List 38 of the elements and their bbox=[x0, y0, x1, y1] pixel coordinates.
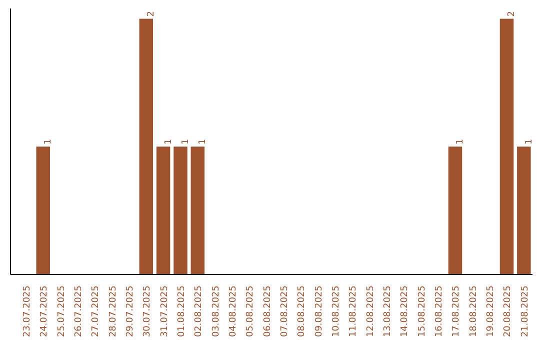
data-label: 1 bbox=[198, 138, 208, 145]
x-tick-label: 09.08.2025 bbox=[314, 286, 324, 338]
x-tick-label: 07.08.2025 bbox=[280, 286, 290, 338]
x-tick-label: 04.08.2025 bbox=[228, 286, 239, 338]
data-label: 1 bbox=[180, 138, 191, 145]
x-tick-label: 25.07.2025 bbox=[56, 286, 67, 338]
x-tick-label: 05.08.2025 bbox=[246, 286, 256, 338]
x-tick-label: 17.08.2025 bbox=[452, 286, 462, 338]
x-tick-label: 28.07.2025 bbox=[108, 286, 118, 338]
x-tick-label: 18.08.2025 bbox=[468, 286, 479, 338]
data-label: 2 bbox=[507, 10, 518, 17]
x-tick-label: 27.07.2025 bbox=[91, 286, 102, 338]
x-tick-label: 19.08.2025 bbox=[486, 286, 496, 338]
data-label: 1 bbox=[456, 138, 466, 145]
x-tick-label: 23.07.2025 bbox=[22, 286, 32, 338]
x-tick-label: 08.08.2025 bbox=[297, 286, 308, 338]
data-label: 2 bbox=[146, 10, 157, 17]
x-tick-label: 26.07.2025 bbox=[74, 286, 84, 338]
x-tick-label: 31.07.2025 bbox=[160, 286, 170, 338]
data-label: 1 bbox=[44, 138, 54, 145]
x-tick-label: 30.07.2025 bbox=[142, 286, 153, 338]
x-tick-label: 14.08.2025 bbox=[400, 286, 410, 338]
data-label: 1 bbox=[164, 138, 174, 145]
x-tick-label: 24.07.2025 bbox=[40, 286, 50, 338]
x-tick-label: 02.08.2025 bbox=[194, 286, 204, 338]
x-tick-label: 13.08.2025 bbox=[383, 286, 394, 338]
x-tick-label: 10.08.2025 bbox=[332, 286, 342, 338]
x-tick-label: 20.08.2025 bbox=[503, 286, 514, 338]
data-label: 1 bbox=[524, 138, 534, 145]
x-tick-label: 01.08.2025 bbox=[176, 286, 187, 338]
x-tick-label: 03.08.2025 bbox=[211, 286, 222, 338]
x-tick-label: 29.07.2025 bbox=[125, 286, 136, 338]
x-tick-label: 16.08.2025 bbox=[434, 286, 445, 338]
x-tick-label: 15.08.2025 bbox=[417, 286, 428, 338]
x-tick-label: 06.08.2025 bbox=[262, 286, 273, 338]
x-tick-label: 12.08.2025 bbox=[366, 286, 376, 338]
x-tick-label: 21.08.2025 bbox=[520, 286, 530, 338]
x-tick-label: 11.08.2025 bbox=[348, 286, 359, 338]
